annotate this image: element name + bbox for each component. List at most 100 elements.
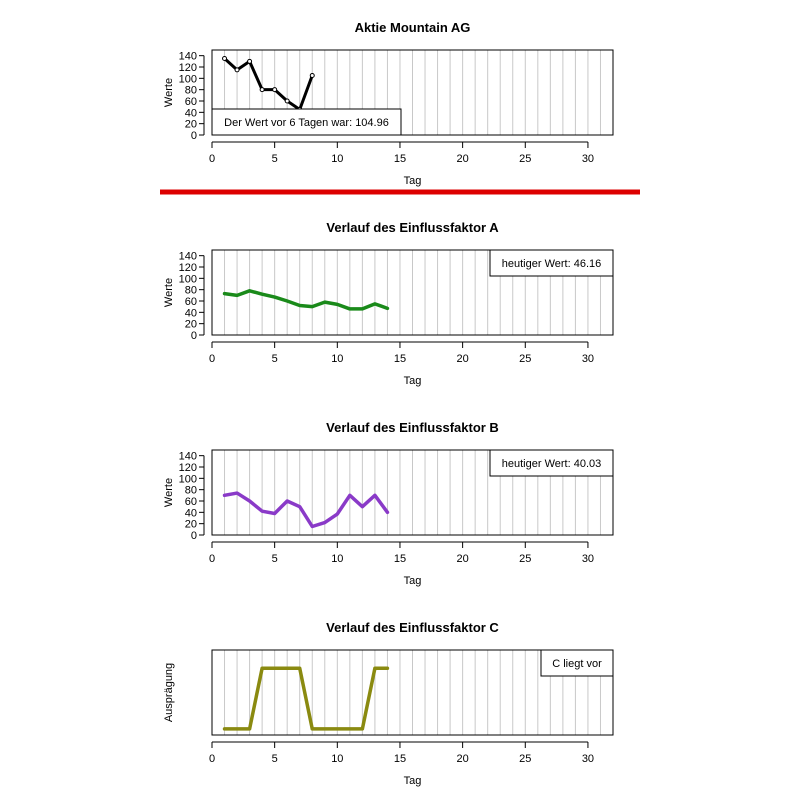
legend: C liegt vor	[540, 649, 614, 677]
x-tick-label: 5	[272, 153, 278, 165]
x-tick-label: 25	[519, 353, 531, 365]
data-point	[234, 67, 240, 73]
y-tick-label: 60	[185, 496, 197, 508]
y-tick-label: 140	[179, 251, 197, 263]
x-tick-label: 20	[457, 553, 469, 565]
data-point	[284, 98, 290, 104]
chart-title: Verlauf des Einflussfaktor B	[326, 420, 499, 435]
x-tick-label: 30	[582, 753, 594, 765]
data-point	[259, 87, 265, 93]
legend-box	[489, 449, 614, 477]
chart-factor-c: Verlauf des Einflussfaktor C 0 5 10 15 20 25 30…	[163, 620, 614, 787]
y-axis-label: Ausprägung	[163, 663, 175, 722]
chart-factor-a: Verlauf des Einflussfaktor A 0 5 10 15 20 25 30…	[163, 220, 614, 387]
x-tick-label: 10	[331, 353, 343, 365]
y-axis-label: Werte	[163, 278, 175, 307]
plot-frame	[211, 49, 614, 136]
x-tick-label: 0	[209, 753, 215, 765]
y-axis-label: Werte	[163, 78, 175, 107]
chart-title: Aktie Mountain AG	[355, 20, 471, 35]
x-tick-label: 30	[582, 153, 594, 165]
y-tick-label: 20	[185, 519, 197, 531]
legend-text: heutiger Wert: 40.03	[502, 458, 601, 470]
legend-box	[211, 108, 402, 136]
y-tick-label: 40	[185, 307, 197, 319]
x-tick-label: 25	[519, 553, 531, 565]
y-tick-label: 80	[185, 485, 197, 497]
y-tick-label: 40	[185, 507, 197, 519]
x-tick-label: 15	[394, 153, 406, 165]
legend: Der Wert vor 6 Tagen war: 104.96	[211, 108, 402, 136]
x-tick-label: 20	[457, 753, 469, 765]
chart-title: Verlauf des Einflussfaktor C	[326, 620, 499, 635]
x-tick-label: 10	[331, 153, 343, 165]
x-tick-label: 25	[519, 753, 531, 765]
x-tick-label: 10	[331, 753, 343, 765]
y-tick-label: 120	[179, 262, 197, 274]
y-tick-label: 100	[179, 73, 197, 85]
plot-frame	[211, 649, 614, 736]
legend-box	[540, 649, 614, 677]
y-tick-label: 60	[185, 96, 197, 108]
x-axis-label: Tag	[404, 375, 422, 387]
x-tick-label: 0	[209, 353, 215, 365]
x-tick-label: 20	[457, 153, 469, 165]
x-tick-label: 30	[582, 553, 594, 565]
x-tick-label: 10	[331, 553, 343, 565]
plot-frame	[211, 249, 614, 336]
x-tick-label: 15	[394, 353, 406, 365]
legend-text: heutiger Wert: 46.16	[502, 258, 601, 270]
x-axis: 0 5 10 15 20 25 30	[209, 741, 594, 765]
x-axis-label: Tag	[404, 575, 422, 587]
x-axis: 0 5 10 15 20 25 30	[209, 141, 594, 165]
x-axis-label: Tag	[404, 175, 422, 187]
series-line	[222, 289, 390, 311]
x-tick-label: 15	[394, 553, 406, 565]
data-point	[309, 73, 315, 78]
x-axis: 0 5 10 15 20 25 30	[209, 341, 594, 365]
data-point	[222, 56, 228, 61]
plot-frame	[211, 449, 614, 536]
data-point	[247, 58, 253, 64]
y-tick-label: 120	[179, 62, 197, 74]
x-tick-label: 25	[519, 153, 531, 165]
y-tick-label: 0	[191, 130, 197, 142]
data-point	[272, 87, 278, 93]
y-tick-label: 80	[185, 285, 197, 297]
y-tick-label: 0	[191, 330, 197, 342]
x-axis-label: Tag	[404, 775, 422, 787]
legend-text: C liegt vor	[552, 658, 602, 670]
series-line	[222, 666, 390, 731]
y-tick-label: 80	[185, 85, 197, 97]
legend-text: Der Wert vor 6 Tagen war: 104.96	[224, 117, 389, 129]
y-tick-label: 40	[185, 107, 197, 119]
y-tick-label: 140	[179, 51, 197, 63]
y-tick-label: 60	[185, 296, 197, 308]
y-axis-label: Werte	[163, 478, 175, 507]
y-tick-label: 100	[179, 273, 197, 285]
y-tick-label: 0	[191, 530, 197, 542]
y-tick-label: 140	[179, 451, 197, 463]
series-line	[223, 57, 314, 111]
x-tick-label: 20	[457, 353, 469, 365]
x-tick-label: 30	[582, 353, 594, 365]
chart-stock: Aktie Mountain AG 0 5 10 15 20 25 30 Tag 02040608…	[163, 20, 614, 187]
legend: heutiger Wert: 46.16	[489, 249, 614, 277]
chart-title: Verlauf des Einflussfaktor A	[326, 220, 499, 235]
y-tick-label: 120	[179, 462, 197, 474]
x-tick-label: 15	[394, 753, 406, 765]
y-tick-label: 20	[185, 319, 197, 331]
x-tick-label: 0	[209, 553, 215, 565]
x-tick-label: 5	[272, 553, 278, 565]
legend-box	[489, 249, 614, 277]
x-tick-label: 5	[272, 753, 278, 765]
y-tick-label: 20	[185, 119, 197, 131]
chart-factor-b: Verlauf des Einflussfaktor B 0 5 10 15 20 25 30…	[163, 420, 614, 587]
y-tick-label: 100	[179, 473, 197, 485]
series-line	[222, 491, 390, 529]
x-tick-label: 5	[272, 353, 278, 365]
